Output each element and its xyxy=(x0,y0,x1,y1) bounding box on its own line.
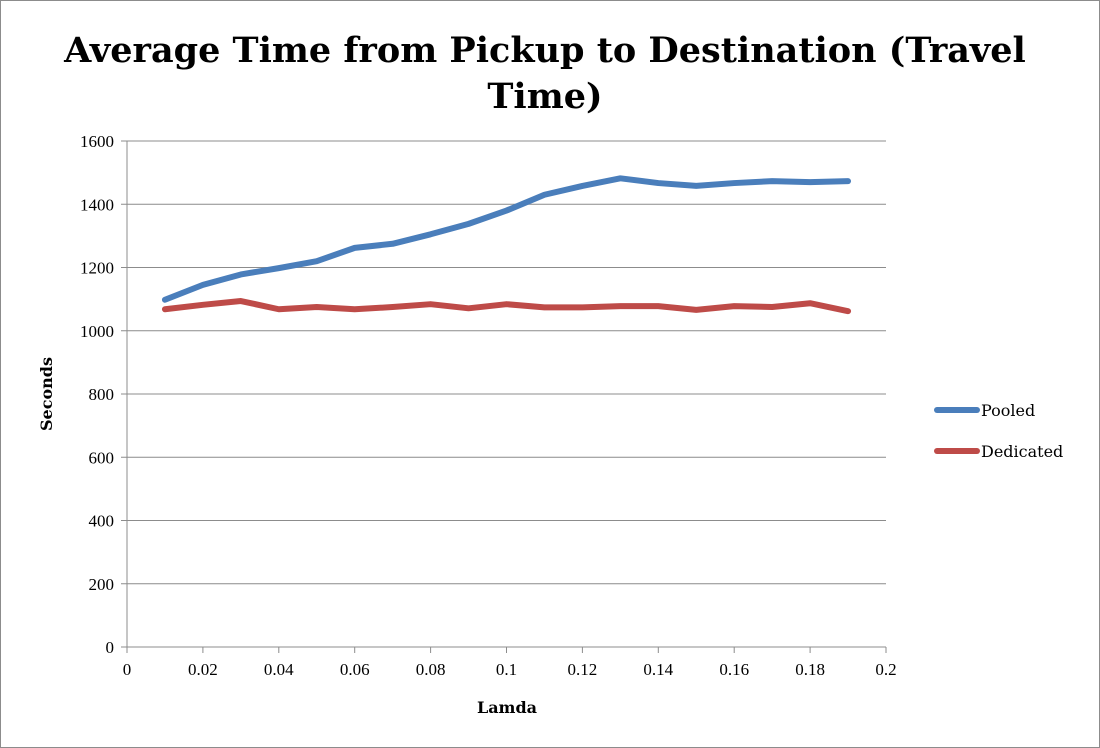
x-tick-label-0.14: 0.14 xyxy=(643,660,673,679)
gridlines xyxy=(127,140,886,585)
x-tick-label-0.12: 0.12 xyxy=(568,660,598,679)
x-tick-label-0.08: 0.08 xyxy=(416,660,446,679)
y-tick-label-1600: 1600 xyxy=(80,132,114,151)
series-lines xyxy=(161,175,852,315)
series-line-pooled xyxy=(161,175,852,303)
x-tick-label-0.06: 0.06 xyxy=(340,660,370,679)
series-line-dedicated xyxy=(161,298,852,315)
x-tick-label-0.18: 0.18 xyxy=(795,660,825,679)
x-axis-title: Lamda xyxy=(477,698,537,717)
y-axis-title: Seconds xyxy=(37,357,56,431)
legend-label-dedicated: Dedicated xyxy=(981,442,1063,461)
y-tick-label-1000: 1000 xyxy=(80,322,114,341)
y-tick-label-200: 200 xyxy=(89,575,115,594)
y-tick-label-600: 600 xyxy=(89,448,115,467)
x-tick-label-0.1: 0.1 xyxy=(496,660,517,679)
chart-title: Average Time from Pickup to Destination … xyxy=(64,30,1026,117)
x-tick-label-0.16: 0.16 xyxy=(719,660,749,679)
y-tick-label-800: 800 xyxy=(89,385,115,404)
axes xyxy=(121,140,887,653)
x-tick-labels: 0 0.02 0.04 0.06 0.08 0.1 0.12 0.14 0.16 0.18 0.2 xyxy=(123,660,897,679)
x-tick-label-0.2: 0.2 xyxy=(875,660,896,679)
legend: Pooled Dedicated xyxy=(934,401,1063,461)
legend-label-pooled: Pooled xyxy=(981,401,1035,420)
y-tick-label-400: 400 xyxy=(89,512,115,531)
x-tick-label-0: 0 xyxy=(123,660,132,679)
x-tick-label-0.04: 0.04 xyxy=(264,660,294,679)
y-tick-label-0: 0 xyxy=(106,638,115,657)
y-tick-labels: 0 200 400 600 800 1000 1200 1400 1600 xyxy=(80,132,114,657)
y-tick-label-1200: 1200 xyxy=(80,259,114,278)
y-tick-label-1400: 1400 xyxy=(80,195,114,214)
x-tick-label-0.02: 0.02 xyxy=(188,660,218,679)
